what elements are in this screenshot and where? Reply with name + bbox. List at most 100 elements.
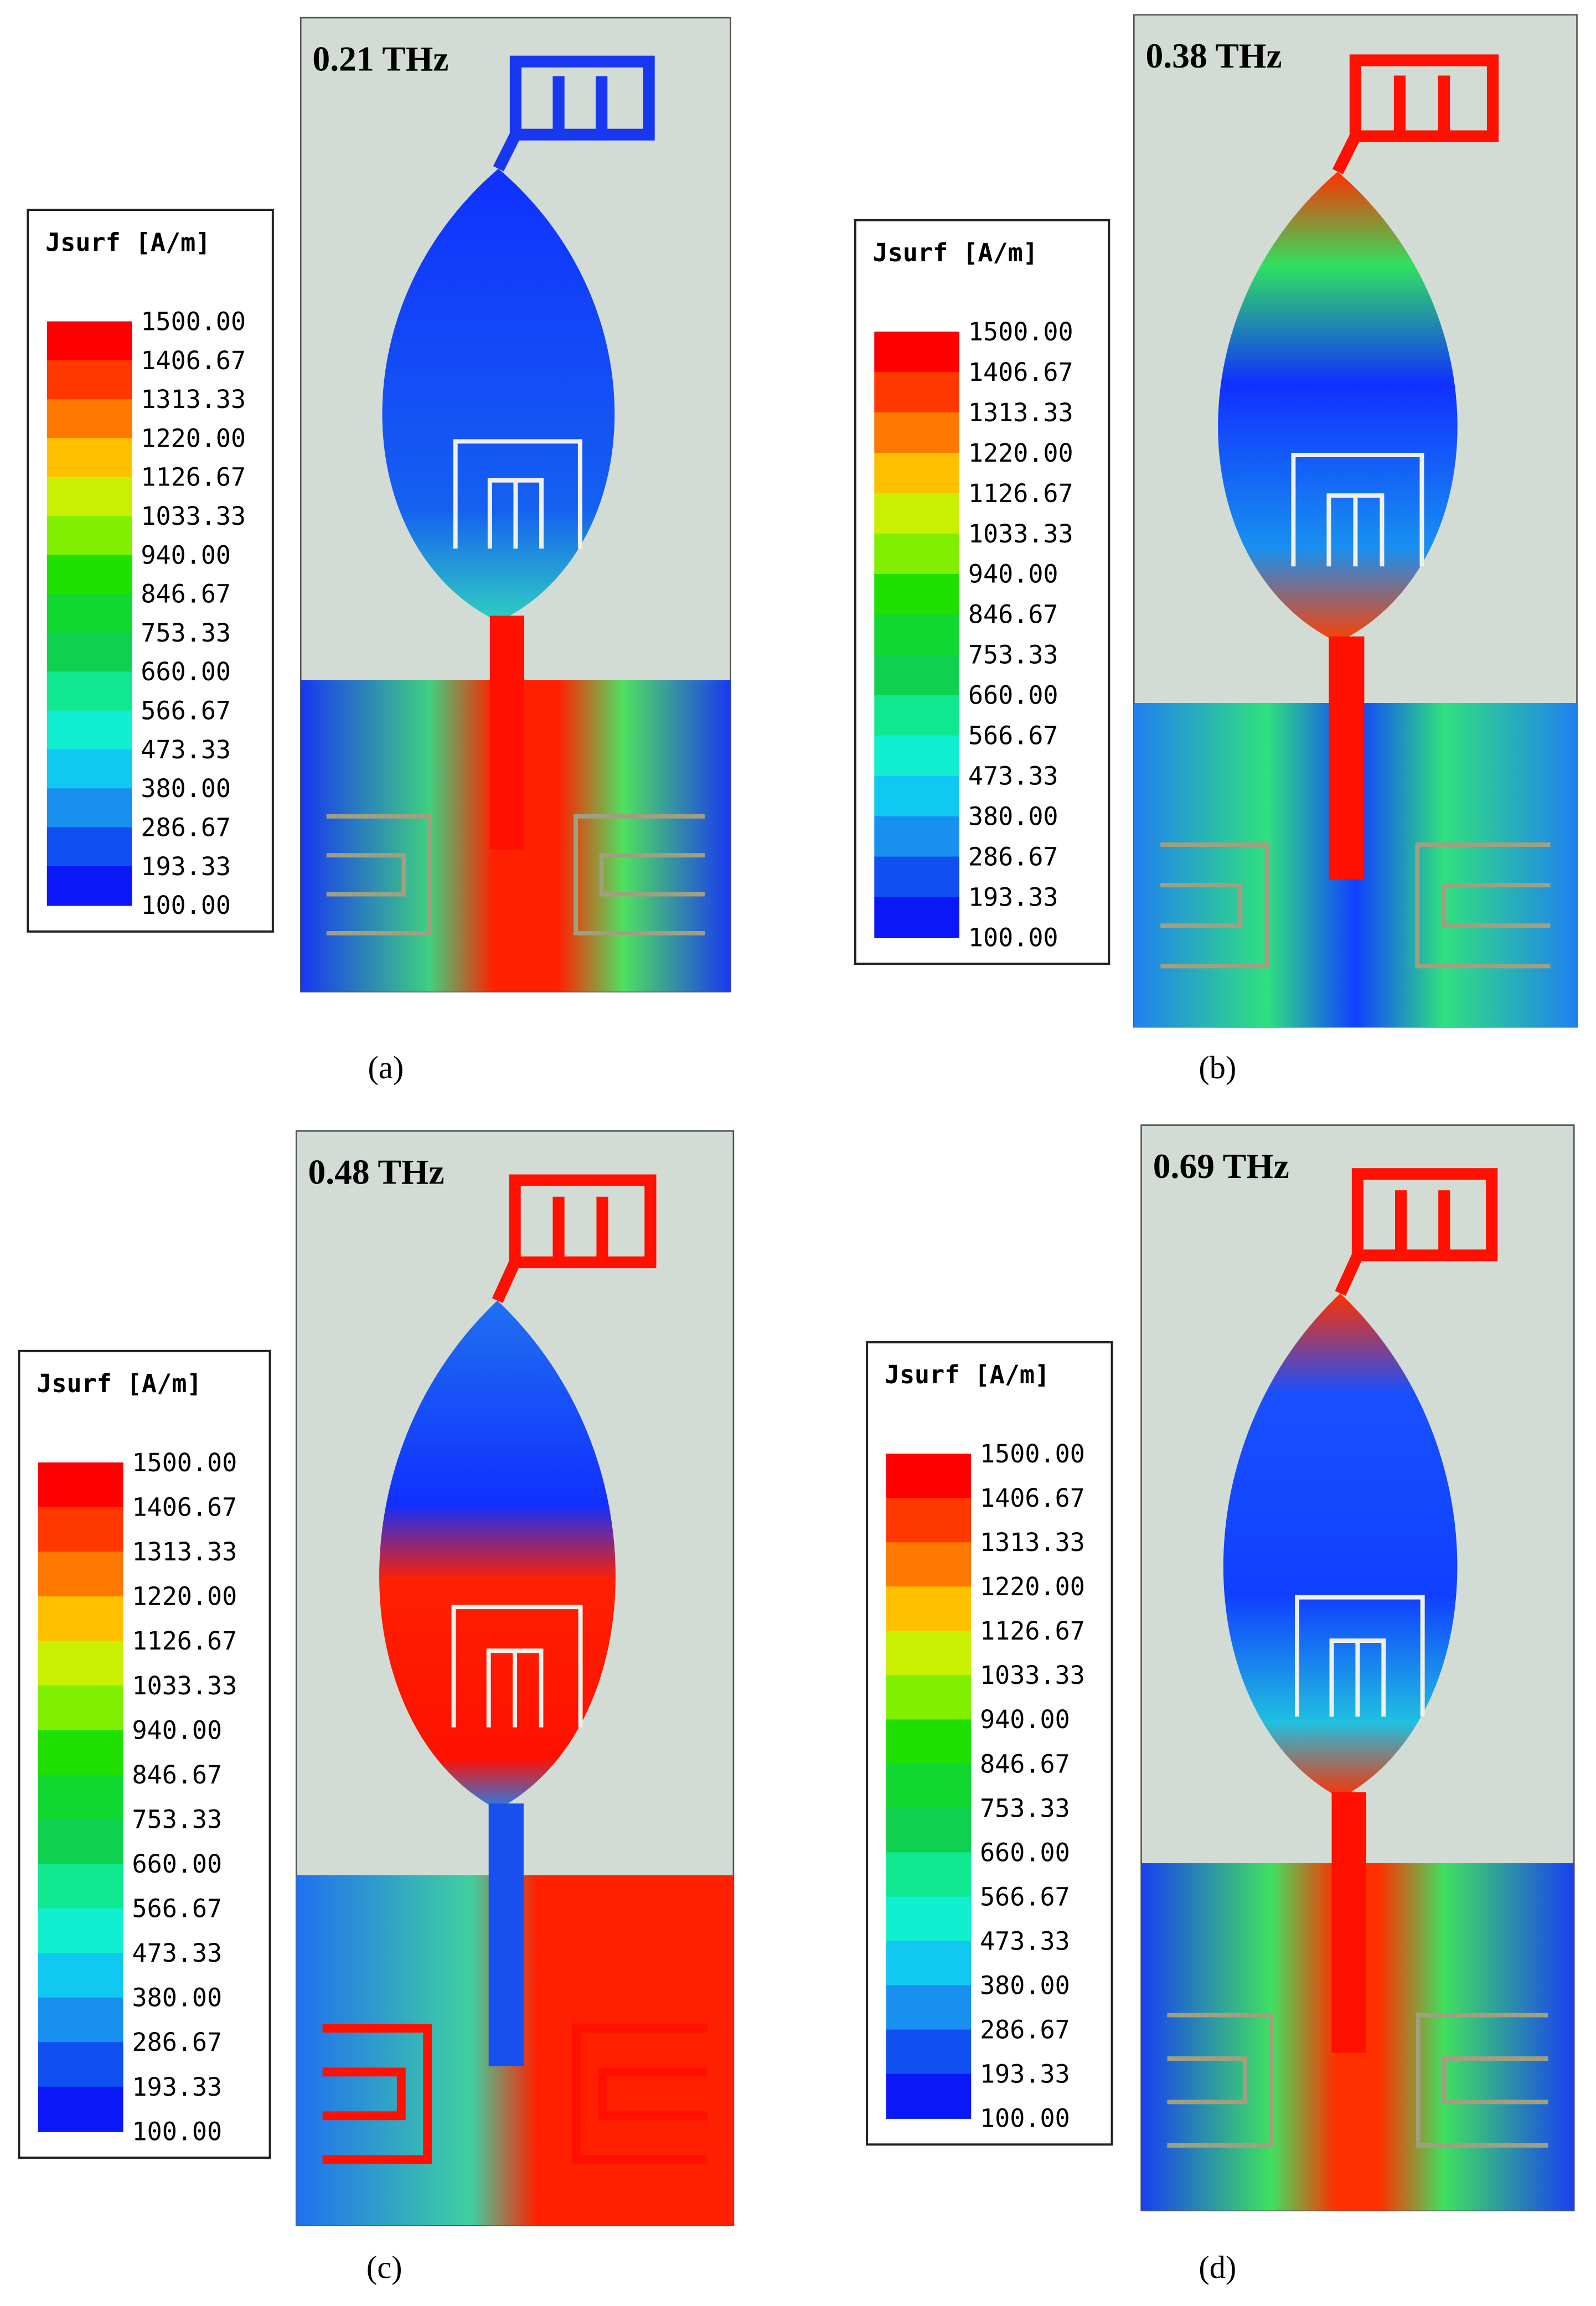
legend-level: 380.00 <box>132 1983 222 2013</box>
color-swatch <box>874 372 959 413</box>
top-resonator <box>492 1174 657 1304</box>
legend-level: 940.00 <box>968 560 1058 589</box>
feed-line <box>1329 636 1365 880</box>
color-swatch <box>38 1819 123 1865</box>
legend-level: 380.00 <box>968 802 1058 831</box>
color-swatch <box>38 1685 123 1731</box>
ground-resonator <box>322 2024 432 2164</box>
color-swatch <box>874 452 959 494</box>
ground-resonator <box>571 2024 707 2164</box>
color-swatch <box>886 1985 972 2030</box>
legend-level: 286.67 <box>141 813 231 842</box>
legend-level: 1406.67 <box>980 1483 1085 1513</box>
legend-title: Jsurf [A/m] <box>45 228 210 257</box>
color-swatch <box>38 1864 123 1909</box>
feed-line <box>488 1803 524 2066</box>
legend-level: 1406.67 <box>968 358 1073 387</box>
patch-slot <box>451 1605 583 1728</box>
color-swatch <box>886 1808 972 1853</box>
frequency-label: 0.69 THz <box>1153 1146 1289 1186</box>
radiating-patch <box>1223 1293 1458 1798</box>
color-swatch <box>38 2042 123 2088</box>
legend-level: 566.67 <box>132 1894 222 1924</box>
legend-level: 1313.33 <box>132 1537 237 1566</box>
legend-level: 380.00 <box>980 1971 1070 2000</box>
color-swatch <box>47 827 132 867</box>
color-swatch <box>874 856 959 898</box>
color-swatch <box>47 788 132 828</box>
color-swatch <box>874 695 959 737</box>
legend-level: 1313.33 <box>980 1528 1085 1557</box>
legend-level: 753.33 <box>980 1793 1070 1823</box>
color-swatch <box>886 1586 972 1632</box>
top-resonator <box>1332 54 1499 174</box>
legend-level: 846.67 <box>141 580 231 609</box>
legend-level: 1126.67 <box>980 1616 1085 1646</box>
legend-level: 473.33 <box>141 735 231 764</box>
legend-level: 1406.67 <box>132 1493 237 1522</box>
legend-level: 1033.33 <box>968 519 1073 549</box>
legend-level: 660.00 <box>132 1849 222 1879</box>
legend-level: 566.67 <box>980 1882 1070 1911</box>
legend-level: 940.00 <box>980 1705 1070 1734</box>
legend-level: 1500.00 <box>132 1448 237 1477</box>
legend-level: 846.67 <box>968 600 1058 629</box>
ground-resonator <box>1416 2013 1548 2148</box>
legend-level: 1126.67 <box>132 1626 237 1656</box>
color-swatch <box>47 671 132 711</box>
color-swatch <box>874 775 959 817</box>
color-swatch <box>38 1730 123 1776</box>
legend-level: 193.33 <box>132 2072 222 2102</box>
legend-level: 286.67 <box>968 842 1058 871</box>
legend-level: 1220.00 <box>968 438 1073 468</box>
legend-level: 100.00 <box>980 2103 1070 2133</box>
color-swatch <box>38 1908 123 1954</box>
color-swatch <box>47 749 132 789</box>
legend-level: 100.00 <box>132 2117 222 2146</box>
color-swatch <box>874 332 959 373</box>
legend-level: 1220.00 <box>141 423 246 453</box>
frequency-label: 0.21 THz <box>312 39 448 78</box>
color-swatch <box>47 593 132 634</box>
legend-level: 193.33 <box>980 2059 1070 2088</box>
color-swatch <box>874 533 959 575</box>
legend-level: 1033.33 <box>980 1661 1085 1690</box>
legend-level: 473.33 <box>980 1926 1070 1956</box>
color-swatch <box>886 2074 972 2119</box>
color-swatch <box>874 493 959 535</box>
legend-level: 846.67 <box>980 1749 1070 1778</box>
color-swatch <box>886 1852 972 1897</box>
legend-level: 1500.00 <box>968 317 1073 347</box>
radiating-patch <box>379 1300 616 1809</box>
color-swatch <box>47 477 132 517</box>
ground-resonator <box>1415 842 1551 969</box>
legend-level: 286.67 <box>132 2028 222 2057</box>
legend-level: 473.33 <box>968 762 1058 791</box>
feed-line <box>1331 1792 1367 2053</box>
color-swatch <box>47 438 132 478</box>
caption: (a) <box>368 1049 404 1085</box>
color-swatch <box>874 654 959 696</box>
panel: 0.48 THz Jsurf [A/m] 1500.00 1406.67 1313.33… <box>18 1130 735 2285</box>
ground-resonator <box>326 814 432 935</box>
patch-slot <box>1291 453 1424 567</box>
color-swatch <box>47 633 132 673</box>
color-swatch <box>886 1675 972 1720</box>
legend-level: 1500.00 <box>141 307 246 336</box>
color-swatch <box>886 1941 972 1986</box>
legend-level: 100.00 <box>968 923 1058 952</box>
radiating-patch <box>1218 172 1458 643</box>
legend-level: 1033.33 <box>141 501 246 531</box>
legend-level: 286.67 <box>980 2015 1070 2044</box>
legend-level: 660.00 <box>968 681 1058 710</box>
caption: (c) <box>366 2249 402 2285</box>
color-swatch <box>38 1953 123 1999</box>
caption: (d) <box>1199 2249 1236 2285</box>
legend-level: 380.00 <box>141 774 231 803</box>
legend-title: Jsurf [A/m] <box>37 1369 202 1398</box>
top-resonator <box>493 55 655 172</box>
color-swatch <box>874 412 959 454</box>
legend-level: 566.67 <box>968 721 1058 751</box>
color-swatch <box>38 1596 123 1642</box>
panel: 0.21 THz Jsurf [A/m] 1500.00 1406.67 1313.33… <box>27 17 731 1085</box>
